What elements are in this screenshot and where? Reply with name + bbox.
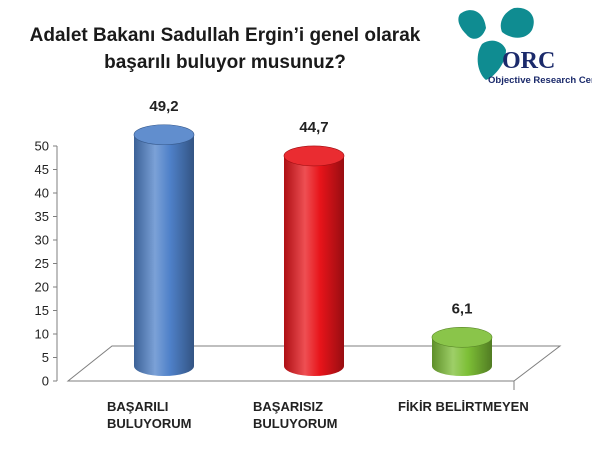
orc-logo: ORC Objective Research Center [458,7,592,86]
y-axis: 0 5 10 15 20 25 30 35 40 45 50 [35,139,58,389]
logo-leaf-left [458,10,486,39]
category-label: FİKİR BELİRTMEYEN [398,398,529,415]
category-label-line: BULUYORUM [107,416,192,431]
y-tick-label: 25 [35,256,49,271]
chart-title-line-2: başarılı buluyor musunuz? [104,52,346,73]
y-tick-label: 15 [35,303,49,318]
y-tick-label: 0 [42,374,49,389]
bar-body [284,155,344,376]
value-label: 49,2 [149,98,178,115]
chart-title-line-1: Adalet Bakanı Sadullah Ergin’i genel ola… [29,25,421,46]
bar-top [283,145,345,167]
bar-0 [133,124,195,376]
value-label: 6,1 [452,300,473,317]
logo-leaf-bottom [477,40,506,80]
category-label-line: BAŞARISIZ [253,399,324,414]
category-label: BAŞARILI BULUYORUM [107,398,192,432]
value-labels: 49,2 44,7 6,1 [149,98,472,318]
category-label-line: FİKİR BELİRTMEYEN [398,399,529,414]
value-label: 44,7 [299,119,328,136]
y-tick-label: 5 [42,350,49,365]
bars [133,124,493,376]
y-tick-label: 10 [35,327,49,342]
y-tick-label: 45 [35,162,49,177]
category-label-line: BAŞARILI [107,399,169,414]
logo-subtitle: Objective Research Center [488,75,592,86]
y-tick-label: 40 [35,186,49,201]
bar-body [432,337,492,376]
logo-mark: ORC [502,48,555,74]
bar-1 [283,145,345,376]
category-label: BAŞARISIZ BULUYORUM [253,398,338,432]
logo-leaf-right [500,7,534,38]
bar-body [134,134,194,376]
bar-top [431,327,493,348]
chart-title: Adalet Bakanı Sadullah Ergin’i genel ola… [10,22,440,76]
bar-2 [431,327,493,376]
y-tick-label: 35 [35,209,49,224]
y-tick-label: 20 [35,280,49,295]
category-label-line: BULUYORUM [253,416,338,431]
y-tick-label: 50 [35,139,49,154]
bar-top [133,124,195,146]
y-tick-label: 30 [35,233,49,248]
